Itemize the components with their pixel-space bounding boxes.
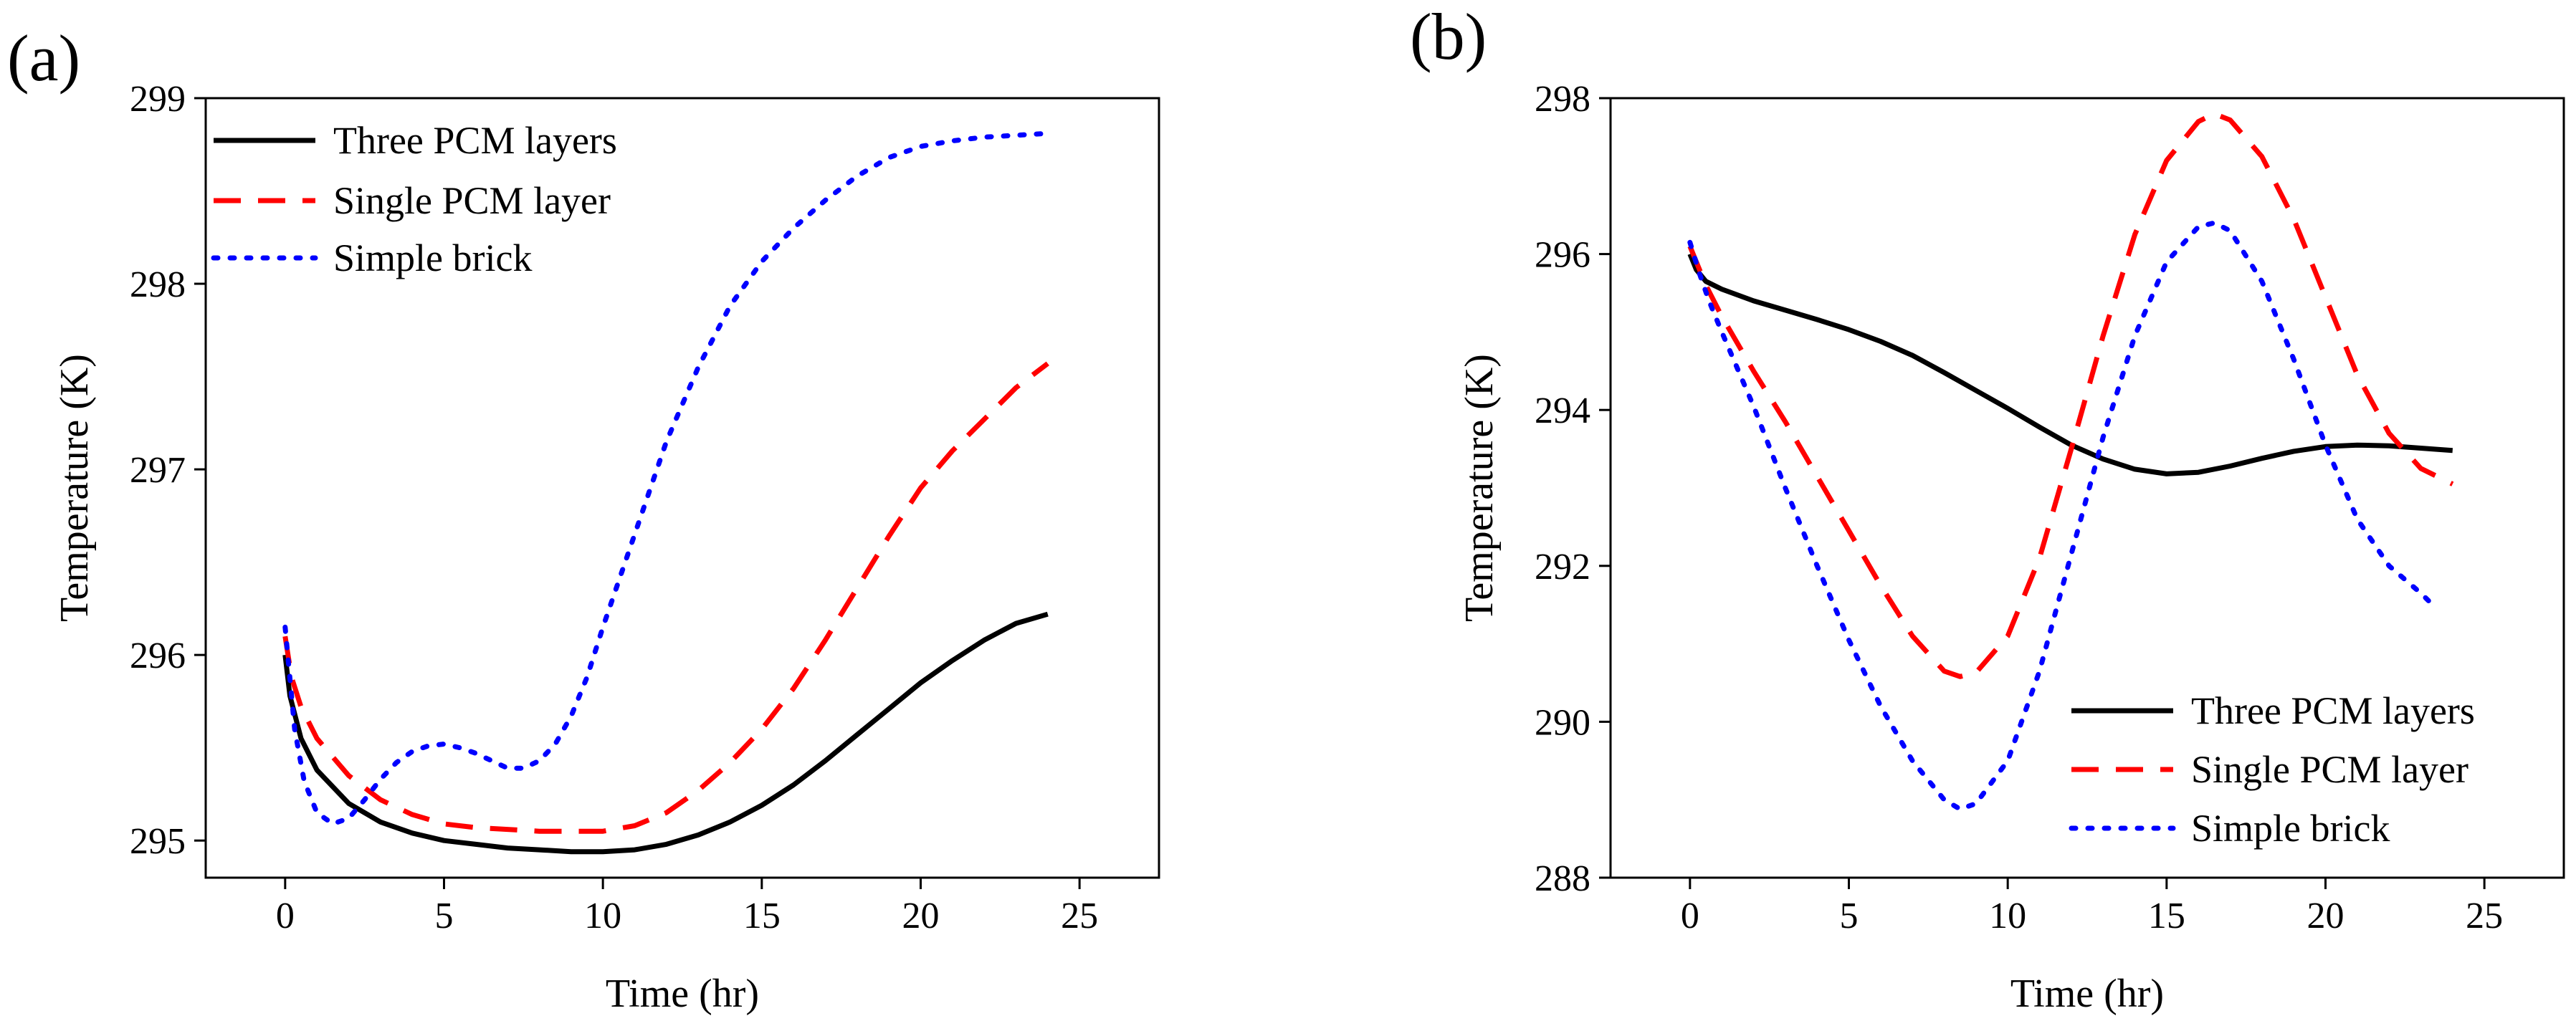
panel-b-x-tick-label: 0 [1681,896,1699,936]
panel-a-series-single-pcm [282,361,1049,834]
panel-b-series [1687,111,2454,812]
panel-a-series-three-pcm [282,611,1049,855]
panel-b-y-tick-label: 288 [1535,858,1590,899]
panel-b-x-tick-label: 5 [1840,896,1859,936]
panel-a-x-tick-label: 25 [1061,896,1098,936]
panel-a-y-axis-title: Temperature (K) [52,354,97,622]
panel-a-x-tick-label: 0 [276,896,295,936]
panel-b-legend-label-single-pcm: Single PCM layer [2191,748,2468,791]
panel-b-legend-item-three-pcm: Three PCM layers [2071,689,2475,732]
panel-b-x-tick-label: 15 [2148,896,2185,936]
panel-a-y-tick-label: 298 [130,264,186,305]
panel-a-legend-item-three-pcm: Three PCM layers [214,119,617,162]
panel-b-legend: Three PCM layers Single PCM layer Simple… [2069,689,2475,850]
panel-a-series [282,130,1051,855]
panel-a-x-tick-label: 15 [743,896,781,936]
panel-a-legend-item-single-pcm: Single PCM layer [214,179,611,222]
panel-b-y-axis-title: Temperature (K) [1457,354,1502,622]
panel-a-y-tick-label: 296 [130,636,186,676]
panel-a-label: (a) [7,21,80,95]
panel-b-x-tick-label: 10 [1989,896,2026,936]
panel-b-y-tick-label: 298 [1535,79,1590,120]
panel-a-legend-label-three-pcm: Three PCM layers [333,119,617,162]
panel-a-y-tick-label: 295 [130,821,186,862]
panel-b-y-tick-label: 294 [1535,390,1590,431]
panel-b-series-three-pcm [1687,253,2453,476]
panel-a-series-simple-brick [282,130,1051,827]
panel-b-legend-item-single-pcm: Single PCM layer [2071,748,2468,791]
panel-b-chart: (b) 0 5 10 15 20 25 288 290 292 294 296 298 Three P… [1410,0,2565,1016]
panel-a-x-tick-label: 5 [435,896,454,936]
panel-b-y-tick-label: 290 [1535,702,1590,743]
panel-a-legend: Three PCM layers Single PCM layer Simple… [211,119,617,279]
panel-b-legend-item-simple-brick: Simple brick [2069,807,2390,850]
panel-a-y-tick-label: 299 [130,79,186,120]
panel-a-plot-frame [204,97,1160,879]
panel-b-x-tick-label: 20 [2307,896,2344,936]
panel-b-x-axis-title: Time (hr) [2010,972,2164,1016]
panel-a-chart: (a) 0 5 10 15 20 25 295 296 297 298 299 Three PCM … [7,21,1160,1016]
panel-b-x-tick-label: 25 [2466,896,2503,936]
panel-b-plot-frame [1609,97,2565,879]
panel-b-series-simple-brick [1687,220,2440,812]
panel-a-x-axis-title: Time (hr) [606,972,759,1016]
panel-a-x-tick-label: 20 [902,896,940,936]
panel-b-ticks: 0 5 10 15 20 25 288 290 292 294 296 298 [1535,79,2503,936]
panel-b-y-tick-label: 292 [1535,547,1590,588]
panel-b-label: (b) [1410,0,1487,73]
panel-b-legend-label-simple-brick: Simple brick [2191,807,2390,850]
panel-b-series-single-pcm [1687,111,2454,679]
panel-a-legend-item-simple-brick: Simple brick [211,236,532,279]
panel-b-legend-label-three-pcm: Three PCM layers [2191,689,2475,732]
panel-b-y-tick-label: 296 [1535,235,1590,276]
panel-a-x-tick-label: 10 [584,896,621,936]
panel-a-legend-label-simple-brick: Simple brick [333,236,532,279]
panel-a-legend-label-single-pcm: Single PCM layer [333,179,611,222]
panel-a-ticks: 0 5 10 15 20 25 295 296 297 298 299 [130,79,1098,936]
panel-a-y-tick-label: 297 [130,450,186,491]
